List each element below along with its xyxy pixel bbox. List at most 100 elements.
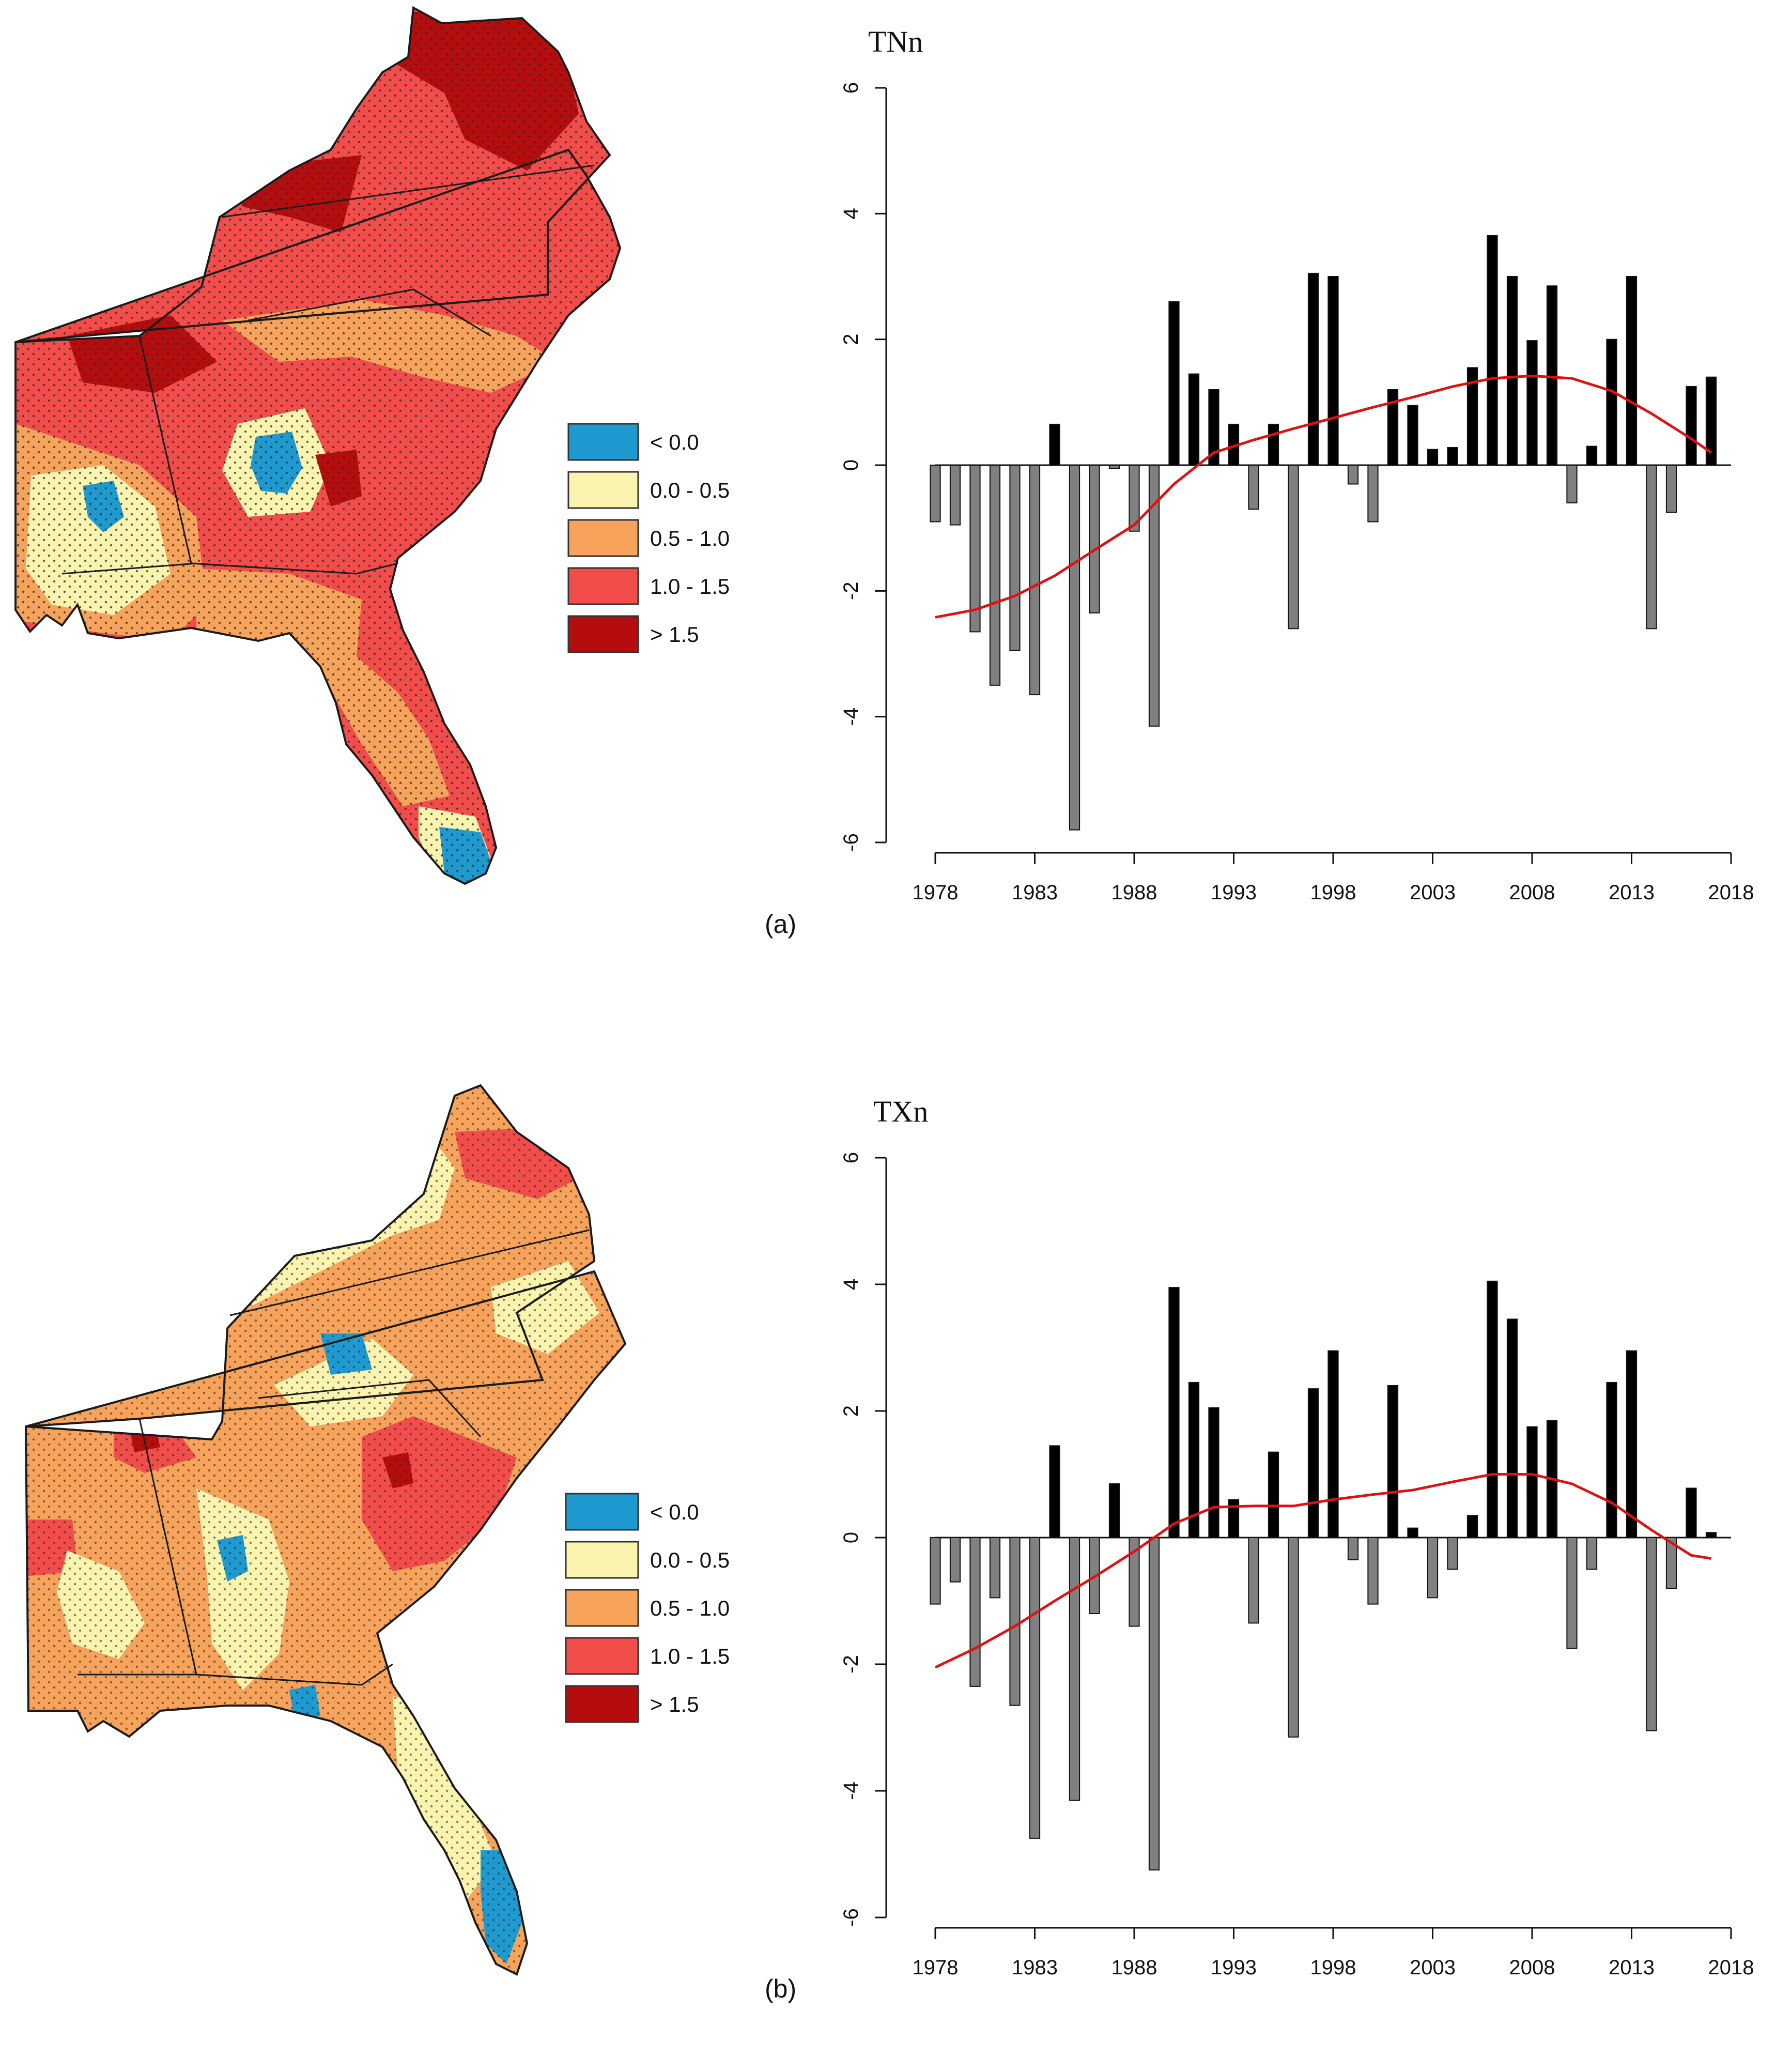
chart-b-xtick-label: 2013 xyxy=(1609,1956,1655,1979)
chart-a-bar-1997 xyxy=(1307,272,1319,466)
chart-b-xtick-label: 1988 xyxy=(1111,1956,1157,1979)
chart-a-bar-2001 xyxy=(1387,389,1399,466)
chart-a-bar-2002 xyxy=(1407,405,1418,466)
panel-a-label: (a) xyxy=(765,910,796,939)
legend-b-label-1: 0.0 - 0.5 xyxy=(650,1548,730,1572)
chart-a-bar-2000 xyxy=(1367,465,1379,523)
chart-a-bar-2008 xyxy=(1526,340,1538,466)
legend-a-label-1: 0.0 - 0.5 xyxy=(650,478,730,502)
chart-b-bar-1996 xyxy=(1288,1537,1299,1738)
chart-a-bar-1988 xyxy=(1129,465,1140,532)
chart-b-xtick-label: 2018 xyxy=(1708,1956,1754,1979)
chart-a-bar-1991 xyxy=(1188,373,1200,466)
chart-b-xtick-label: 1983 xyxy=(1012,1956,1058,1979)
panel-a: < 0.0 0.0 - 0.5 0.5 - 1.0 1.0 - 1.5 > 1.… xyxy=(0,0,1776,1007)
chart-b-bar-2002 xyxy=(1407,1527,1418,1538)
chart-a-xtick-label: 1988 xyxy=(1111,881,1157,904)
map-b-state-border-3 xyxy=(258,1379,482,1438)
chart-b-ytick-label: -6 xyxy=(840,1908,862,1927)
chart-b-bar-2004 xyxy=(1447,1537,1458,1570)
chart-b-bar-2008 xyxy=(1526,1426,1538,1538)
chart-b-bars xyxy=(930,1280,1717,1871)
chart-b-axes: 6 4 2 0 -2 -4 -6 1978 1983 1988 1993 1998 2003 2008 20… xyxy=(840,1152,1754,1979)
chart-a-bar-1982 xyxy=(1009,465,1021,651)
legend-a: < 0.0 0.0 - 0.5 0.5 - 1.0 1.0 - 1.5 > 1.… xyxy=(567,423,730,653)
legend-a-label-2: 0.5 - 1.0 xyxy=(650,526,730,550)
chart-a-bar-1984 xyxy=(1049,423,1060,466)
chart-a-ytick-label: -4 xyxy=(840,708,862,726)
chart-a-bar-1985 xyxy=(1069,465,1080,831)
chart-b-ytick-label: -2 xyxy=(840,1655,862,1674)
legend-a-swatch-1 xyxy=(567,471,639,509)
chart-a-bar-2003 xyxy=(1427,449,1439,466)
chart-b-bar-2005 xyxy=(1466,1515,1478,1538)
legend-b-swatch-2 xyxy=(565,1589,639,1627)
chart-b-ytick-label: 2 xyxy=(840,1405,862,1417)
chart-a-xtick-label: 2018 xyxy=(1708,881,1754,904)
chart-b-bar-2006 xyxy=(1487,1280,1498,1538)
chart-a-bar-2017 xyxy=(1705,376,1717,466)
chart-b-bar-1999 xyxy=(1347,1537,1359,1560)
chart-b-xtick-label: 2003 xyxy=(1410,1956,1456,1979)
chart-b-bar-1989 xyxy=(1148,1537,1160,1871)
chart-a-xtick-label: 2003 xyxy=(1410,881,1456,904)
chart-b-xtick-label: 1978 xyxy=(913,1956,959,1979)
chart-a-ytick-label: -6 xyxy=(840,833,862,852)
chart-a-xtick-label: 2013 xyxy=(1609,881,1655,904)
chart-a-bar-1989 xyxy=(1148,465,1160,727)
chart-b-bar-2016 xyxy=(1686,1487,1697,1539)
chart-b-bar-2001 xyxy=(1387,1385,1399,1538)
map-a-state-border-5 xyxy=(356,562,398,575)
panel-b: < 0.0 0.0 - 0.5 0.5 - 1.0 1.0 - 1.5 > 1.… xyxy=(0,1065,1776,2072)
legend-a-label-0: < 0.0 xyxy=(650,430,699,454)
chart-b-ytick-label: -4 xyxy=(840,1782,862,1800)
chart-a-bars xyxy=(930,235,1717,831)
chart-b-bar-1998 xyxy=(1327,1350,1339,1538)
chart-b-trend-line xyxy=(934,1473,1711,1669)
map-b-state-border-5 xyxy=(361,1663,393,1686)
chart-a-bar-2007 xyxy=(1506,276,1518,466)
chart-a-bar-1978 xyxy=(930,465,941,523)
map-a-state-border-3 xyxy=(248,288,491,337)
chart-b-title: TXn xyxy=(873,1095,928,1128)
chart-a-bar-1980 xyxy=(969,465,981,633)
panel-b-canvas: < 0.0 0.0 - 0.5 0.5 - 1.0 1.0 - 1.5 > 1.… xyxy=(25,1084,1754,2003)
chart-b-bar-1987 xyxy=(1108,1483,1120,1538)
chart-b-bar-2007 xyxy=(1506,1318,1518,1538)
legend-b-label-0: < 0.0 xyxy=(650,1500,699,1524)
chart-a-trend xyxy=(935,374,1712,619)
chart-a-bar-2011 xyxy=(1586,446,1598,466)
legend-a-swatch-2 xyxy=(567,519,639,557)
chart-a-bar-2015 xyxy=(1665,465,1677,513)
map-a xyxy=(14,7,621,885)
chart-b-bar-2017 xyxy=(1705,1532,1717,1539)
chart-a-bar-2010 xyxy=(1566,465,1578,503)
map-b-significance-dots xyxy=(26,1085,625,1974)
chart-a-bar-1994 xyxy=(1248,465,1259,510)
chart-b: TXn 6 4 2 0 -2 -4 -6 1978 1983 1988 1993 1998 2003 20… xyxy=(765,1095,1754,2003)
legend-a-swatch-0 xyxy=(567,423,639,461)
chart-a: TNn 6 4 2 0 -2 -4 -6 1978 1983 1988 1993 1998 2003 20… xyxy=(765,25,1754,939)
chart-a-bar-2005 xyxy=(1466,367,1478,466)
chart-b-bar-1995 xyxy=(1268,1451,1279,1538)
map-b xyxy=(25,1084,626,1975)
chart-b-bar-2010 xyxy=(1566,1537,1578,1649)
chart-a-xtick-label: 2008 xyxy=(1509,881,1555,904)
chart-b-xtick-label: 2008 xyxy=(1509,1956,1555,1979)
legend-b-swatch-3 xyxy=(565,1637,639,1675)
chart-a-xtick-label: 1978 xyxy=(913,881,959,904)
chart-b-bar-1979 xyxy=(949,1537,961,1583)
map-a-significance-dots xyxy=(16,8,620,884)
chart-a-xtick-label: 1993 xyxy=(1211,881,1257,904)
chart-a-bar-2004 xyxy=(1447,447,1458,466)
chart-b-xtick-label: 1998 xyxy=(1310,1956,1356,1979)
chart-b-bar-1981 xyxy=(989,1537,1001,1599)
chart-a-bar-1996 xyxy=(1288,465,1299,630)
chart-b-bar-1993 xyxy=(1228,1499,1240,1538)
legend-a-swatch-4 xyxy=(567,615,639,653)
legend-b-swatch-0 xyxy=(565,1493,639,1531)
legend-b-label-4: > 1.5 xyxy=(650,1692,699,1716)
chart-b-ytick-label: 6 xyxy=(840,1152,862,1163)
chart-b-bar-1982 xyxy=(1009,1537,1021,1706)
chart-b-bar-2011 xyxy=(1586,1537,1598,1570)
